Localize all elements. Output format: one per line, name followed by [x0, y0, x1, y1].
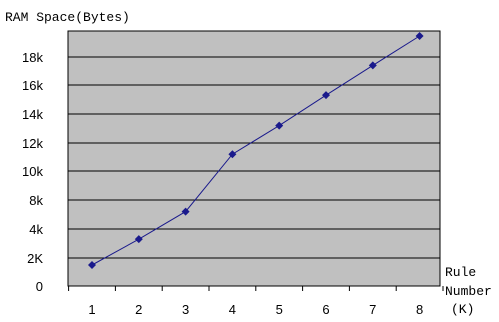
y-tick-label: 2K: [27, 251, 43, 266]
y-tick-label: 10k: [22, 164, 43, 179]
x-tick-label: 8: [416, 302, 423, 317]
y-tick-label: 12k: [22, 136, 43, 151]
series: [88, 32, 424, 269]
data-point: [415, 32, 424, 40]
x-tick-label: 2: [135, 302, 142, 317]
data-point: [275, 121, 284, 130]
series-line: [91, 35, 420, 266]
x-tick-label: 4: [229, 302, 236, 317]
data-point: [88, 261, 96, 269]
y-tick-label: 16k: [22, 78, 43, 93]
x-tick-label: 7: [369, 302, 376, 317]
x-tick-label: 1: [88, 302, 95, 317]
data-point: [228, 150, 237, 159]
x-axis-title-line-1: Rule: [445, 265, 476, 280]
x-tick-label: 3: [182, 302, 189, 317]
x-axis-ticks: [68, 286, 444, 291]
x-axis-title-line-3: (K): [451, 302, 474, 317]
y-tick-label: 0: [36, 279, 43, 294]
data-point: [181, 207, 190, 216]
data-point: [368, 61, 377, 70]
y-tick-label: 18k: [22, 50, 43, 65]
x-axis-title-line-2: Number: [445, 284, 492, 299]
grid-lines: [68, 56, 440, 287]
data-point: [134, 235, 143, 244]
x-tick-label: 6: [322, 302, 329, 317]
y-tick-label: 4k: [29, 222, 43, 237]
x-tick-labels: 1 2 3 4 5 6 7 8: [88, 302, 423, 317]
y-tick-label: 14k: [22, 107, 43, 122]
y-tick-label: 8k: [29, 193, 43, 208]
y-tick-labels: 0 2K 4k 8k 10k 12k 14k 16k 18k: [22, 50, 43, 294]
x-tick-label: 5: [276, 302, 283, 317]
y-axis-title: RAM Space(Bytes): [5, 10, 130, 25]
data-point: [322, 91, 330, 100]
